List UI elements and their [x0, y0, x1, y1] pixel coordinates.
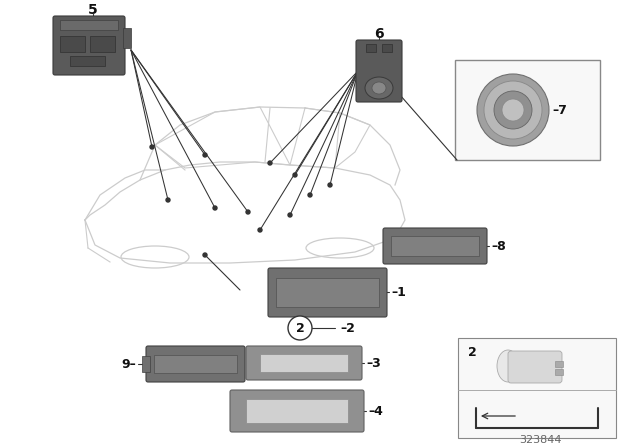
- Ellipse shape: [365, 77, 393, 99]
- Text: –2: –2: [340, 322, 355, 335]
- Text: 9–: 9–: [121, 358, 136, 370]
- Ellipse shape: [494, 91, 532, 129]
- Text: –8: –8: [491, 240, 506, 253]
- Bar: [90, 36, 115, 52]
- Text: 2: 2: [468, 345, 476, 358]
- Bar: [60, 20, 118, 30]
- FancyBboxPatch shape: [268, 268, 387, 317]
- Bar: [246, 399, 348, 423]
- Bar: [391, 236, 479, 256]
- Bar: [276, 278, 379, 307]
- Bar: [382, 44, 392, 52]
- Circle shape: [288, 316, 312, 340]
- Text: –1: –1: [391, 285, 406, 298]
- FancyBboxPatch shape: [508, 351, 562, 383]
- Ellipse shape: [477, 74, 549, 146]
- Circle shape: [258, 228, 262, 232]
- Circle shape: [213, 206, 217, 210]
- FancyBboxPatch shape: [356, 40, 402, 102]
- Bar: [60, 36, 85, 52]
- Circle shape: [203, 253, 207, 257]
- Circle shape: [288, 213, 292, 217]
- Text: 323844: 323844: [519, 435, 561, 445]
- Circle shape: [268, 161, 272, 165]
- Bar: [70, 56, 105, 66]
- Bar: [555, 361, 563, 367]
- Ellipse shape: [497, 350, 519, 382]
- Bar: [366, 44, 376, 52]
- Text: –4: –4: [368, 405, 383, 418]
- Circle shape: [150, 145, 154, 149]
- Ellipse shape: [502, 99, 524, 121]
- Ellipse shape: [372, 82, 386, 94]
- Circle shape: [328, 183, 332, 187]
- Bar: [555, 369, 563, 375]
- Circle shape: [246, 210, 250, 214]
- Ellipse shape: [484, 81, 542, 139]
- Bar: [142, 356, 150, 372]
- Bar: [260, 354, 348, 372]
- FancyBboxPatch shape: [53, 16, 125, 75]
- Bar: [455, 60, 600, 160]
- Text: 6: 6: [374, 27, 384, 41]
- Circle shape: [166, 198, 170, 202]
- Text: 2: 2: [296, 322, 305, 335]
- Text: –7: –7: [552, 103, 568, 116]
- Bar: [123, 28, 131, 48]
- Circle shape: [203, 153, 207, 157]
- Circle shape: [293, 173, 297, 177]
- Bar: [154, 355, 237, 373]
- Text: –3: –3: [366, 357, 381, 370]
- Circle shape: [308, 193, 312, 197]
- FancyBboxPatch shape: [146, 346, 245, 382]
- Text: 5: 5: [88, 3, 98, 17]
- FancyBboxPatch shape: [383, 228, 487, 264]
- FancyBboxPatch shape: [230, 390, 364, 432]
- FancyBboxPatch shape: [246, 346, 362, 380]
- Bar: [458, 338, 616, 438]
